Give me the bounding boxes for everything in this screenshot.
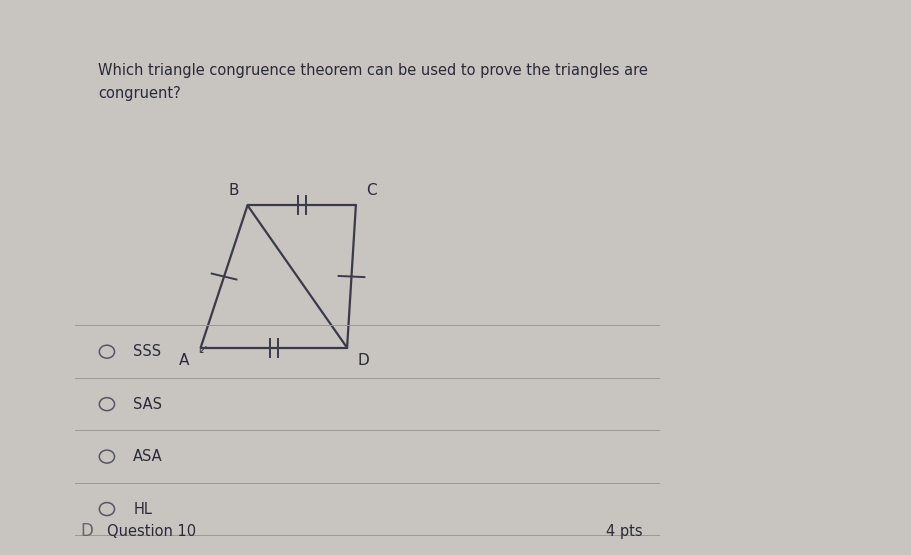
Text: congruent?: congruent? bbox=[98, 87, 181, 102]
Text: D: D bbox=[358, 353, 369, 368]
Text: SAS: SAS bbox=[133, 397, 162, 412]
Text: B: B bbox=[229, 183, 239, 198]
Text: ↙: ↙ bbox=[198, 342, 209, 356]
Text: Question 10: Question 10 bbox=[107, 524, 196, 539]
Text: Which triangle congruence theorem can be used to prove the triangles are: Which triangle congruence theorem can be… bbox=[98, 63, 648, 78]
Text: HL: HL bbox=[133, 502, 152, 517]
Text: A: A bbox=[179, 353, 189, 368]
Text: 4 pts: 4 pts bbox=[607, 524, 643, 539]
Text: ASA: ASA bbox=[133, 449, 163, 464]
Text: D: D bbox=[80, 522, 94, 541]
Text: C: C bbox=[366, 183, 377, 198]
Text: SSS: SSS bbox=[133, 344, 161, 359]
